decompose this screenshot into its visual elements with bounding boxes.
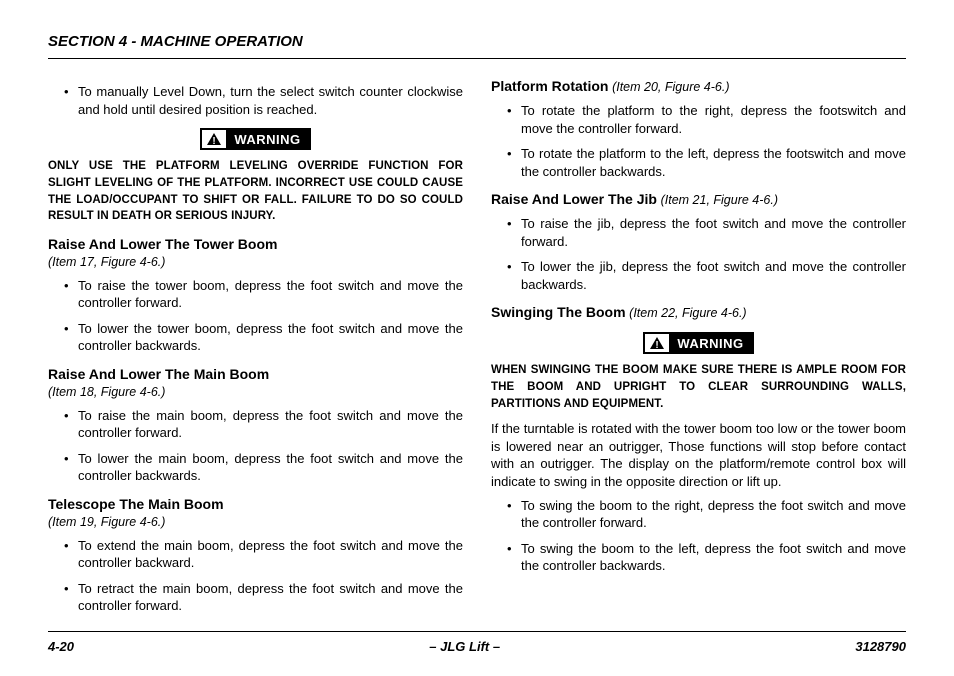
bullet-item: To raise the main boom, depress the foot… [78, 407, 463, 442]
intro-bullets: To manually Level Down, turn the select … [48, 83, 463, 118]
warning-box: ! WARNING [200, 128, 310, 150]
swing-bullets: To swing the boom to the right, depress … [491, 497, 906, 575]
warning-triangle-icon: ! [202, 130, 226, 148]
bullet-item: To lower the jib, depress the foot switc… [521, 258, 906, 293]
bullet-item: To rotate the platform to the left, depr… [521, 145, 906, 180]
svg-text:!: ! [656, 340, 659, 350]
swing-paragraph: If the turntable is rotated with the tow… [491, 420, 906, 490]
left-column: To manually Level Down, turn the select … [48, 77, 463, 623]
footer-doc-number: 3128790 [855, 638, 906, 656]
item-ref: (Item 17, Figure 4-6.) [48, 254, 463, 271]
heading-main-boom: Raise And Lower The Main Boom [48, 365, 463, 384]
warning-badge: ! WARNING [48, 128, 463, 150]
item-ref: (Item 22, Figure 4-6.) [629, 306, 746, 320]
bullet-item: To retract the main boom, depress the fo… [78, 580, 463, 615]
warning-label: WARNING [226, 131, 308, 149]
footer-page-number: 4-20 [48, 638, 74, 656]
bullet-item: To swing the boom to the right, depress … [521, 497, 906, 532]
bullet-item: To lower the main boom, depress the foot… [78, 450, 463, 485]
heading-text: Swinging The Boom [491, 304, 626, 320]
item-ref: (Item 19, Figure 4-6.) [48, 514, 463, 531]
bullet-item: To rotate the platform to the right, dep… [521, 102, 906, 137]
warning-body-text: WHEN SWINGING THE BOOM MAKE SURE THERE I… [491, 362, 906, 412]
content-columns: To manually Level Down, turn the select … [48, 77, 906, 623]
item-ref: (Item 18, Figure 4-6.) [48, 384, 463, 401]
warning-body-text: ONLY USE THE PLATFORM LEVELING OVERRIDE … [48, 158, 463, 225]
svg-text:!: ! [213, 136, 216, 146]
item-ref: (Item 20, Figure 4-6.) [612, 80, 729, 94]
footer-center: – JLG Lift – [429, 638, 500, 656]
heading-platform-rotation: Platform Rotation (Item 20, Figure 4-6.) [491, 77, 906, 96]
section-header: SECTION 4 - MACHINE OPERATION [48, 32, 906, 59]
main-boom-bullets: To raise the main boom, depress the foot… [48, 407, 463, 485]
telescope-bullets: To extend the main boom, depress the foo… [48, 537, 463, 615]
platform-rotation-bullets: To rotate the platform to the right, dep… [491, 102, 906, 180]
bullet-item: To raise the tower boom, depress the foo… [78, 277, 463, 312]
heading-text: Raise And Lower The Jib [491, 191, 657, 207]
warning-badge: ! WARNING [491, 332, 906, 354]
warning-box: ! WARNING [643, 332, 753, 354]
warning-label: WARNING [669, 335, 751, 353]
bullet-item: To manually Level Down, turn the select … [78, 83, 463, 118]
bullet-item: To raise the jib, depress the foot switc… [521, 215, 906, 250]
page-footer: 4-20 – JLG Lift – 3128790 [48, 631, 906, 656]
tower-boom-bullets: To raise the tower boom, depress the foo… [48, 277, 463, 355]
heading-text: Platform Rotation [491, 78, 608, 94]
heading-telescope: Telescope The Main Boom [48, 495, 463, 514]
jib-bullets: To raise the jib, depress the foot switc… [491, 215, 906, 293]
bullet-item: To extend the main boom, depress the foo… [78, 537, 463, 572]
heading-jib: Raise And Lower The Jib (Item 21, Figure… [491, 190, 906, 209]
warning-triangle-icon: ! [645, 334, 669, 352]
bullet-item: To swing the boom to the left, depress t… [521, 540, 906, 575]
bullet-item: To lower the tower boom, depress the foo… [78, 320, 463, 355]
heading-tower-boom: Raise And Lower The Tower Boom [48, 235, 463, 254]
item-ref: (Item 21, Figure 4-6.) [661, 193, 778, 207]
right-column: Platform Rotation (Item 20, Figure 4-6.)… [491, 77, 906, 623]
heading-swing: Swinging The Boom (Item 22, Figure 4-6.) [491, 303, 906, 322]
